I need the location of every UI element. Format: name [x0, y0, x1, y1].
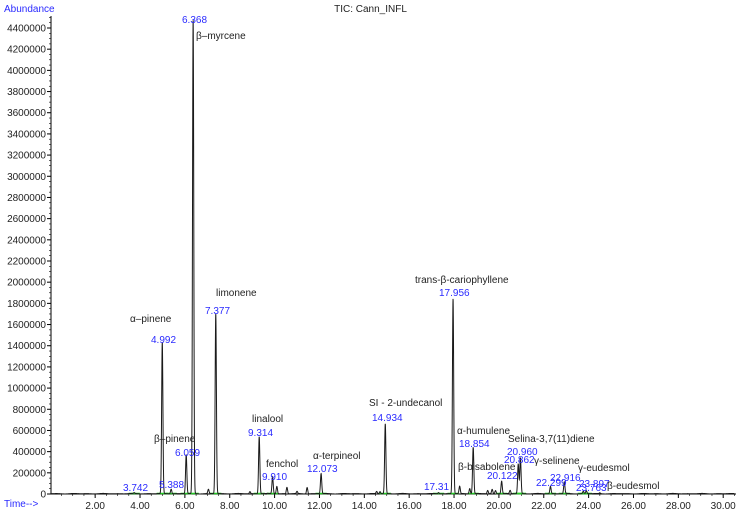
- y-tick-label: 4200000: [7, 45, 46, 56]
- y-axis-label: Abundance: [4, 4, 55, 15]
- retention-time-label: 9.314: [248, 428, 273, 439]
- x-tick-label: 24.00: [576, 501, 601, 512]
- retention-time-label: 20.862: [504, 455, 535, 466]
- y-tick-label: 600000: [13, 426, 47, 437]
- y-tick-label: 1400000: [7, 341, 46, 352]
- compound-label: limonene: [216, 288, 257, 299]
- y-tick-label: 1200000: [7, 362, 46, 373]
- y-tick-label: 2000000: [7, 278, 46, 289]
- y-tick-label: 1600000: [7, 320, 46, 331]
- retention-time-label: 5.388: [159, 480, 184, 491]
- y-tick-label: 4000000: [7, 66, 46, 77]
- x-tick-label: 12.00: [307, 501, 332, 512]
- y-tick-label: 3600000: [7, 108, 46, 119]
- retention-time-label: 22.299: [536, 478, 567, 489]
- compound-label: γ-eudesmol: [578, 463, 630, 474]
- x-tick-label: 6.00: [175, 501, 195, 512]
- x-tick-label: 14.00: [352, 501, 377, 512]
- y-tick-label: 2600000: [7, 214, 46, 225]
- x-tick-label: 28.00: [666, 501, 691, 512]
- x-tick-label: 18.00: [442, 501, 467, 512]
- y-tick-label: 2800000: [7, 193, 46, 204]
- y-tick-label: 3000000: [7, 172, 46, 183]
- y-tick-label: 1800000: [7, 299, 46, 310]
- x-tick-label: 22.00: [531, 501, 556, 512]
- retention-time-label: 4.992: [151, 335, 176, 346]
- retention-time-label: 23.763: [576, 483, 607, 494]
- compound-label: β–myrcene: [196, 31, 246, 42]
- compound-label: fenchol: [266, 459, 298, 470]
- y-tick-label: 200000: [13, 468, 47, 479]
- x-tick-label: 2.00: [85, 501, 105, 512]
- compound-label: α–pinene: [130, 314, 172, 325]
- x-tick-label: 16.00: [397, 501, 422, 512]
- y-tick-label: 0: [40, 490, 46, 501]
- compound-label: linalool: [252, 414, 283, 425]
- retention-time-label: 12.073: [307, 464, 338, 475]
- compound-label: β-bisabolene: [458, 462, 516, 473]
- compound-label: α-terpineol: [313, 451, 360, 462]
- compound-label: SI - 2-undecanol: [369, 398, 442, 409]
- tic-trace: [50, 20, 735, 495]
- y-tick-label: 3400000: [7, 129, 46, 140]
- retention-time-label: 6.368: [182, 15, 207, 26]
- x-tick-label: 8.00: [220, 501, 240, 512]
- peak-labels: α–pinene 4.992 β–myrcene 6.368 limonene 7.377…: [123, 15, 659, 494]
- compound-label: trans-β-cariophyllene: [415, 275, 509, 286]
- compound-label: γ-selinene: [534, 456, 580, 467]
- retention-time-label: 14.934: [372, 413, 403, 424]
- compound-label: β–pinene: [154, 434, 196, 445]
- y-tick-label: 2200000: [7, 257, 46, 268]
- compound-label: Selina-3,7(11)diene: [508, 434, 595, 445]
- compound-label: α-humulene: [457, 426, 510, 437]
- retention-time-label: 17.956: [439, 288, 470, 299]
- retention-time-label: 9.910: [262, 472, 287, 483]
- x-tick-label: 4.00: [130, 501, 150, 512]
- y-tick-label: 3200000: [7, 151, 46, 162]
- retention-time-label: 22.916: [550, 473, 581, 484]
- compound-label: β-eudesmol: [607, 481, 659, 492]
- retention-time-label: 23.897: [579, 479, 610, 490]
- retention-time-label: 20.122: [487, 471, 518, 482]
- y-tick-label: 4400000: [7, 24, 46, 35]
- chart-title: TIC: Cann_INFL: [334, 4, 407, 15]
- y-tick-label: 3800000: [7, 87, 46, 98]
- retention-time-label: 6.059: [175, 448, 200, 459]
- y-tick-label: 1000000: [7, 384, 46, 395]
- y-tick-label: 400000: [13, 447, 47, 458]
- x-axis-label: Time-->: [4, 499, 39, 510]
- x-tick-label: 10.00: [262, 501, 287, 512]
- y-tick-label: 800000: [13, 405, 47, 416]
- retention-time-label: 18.854: [459, 439, 490, 450]
- retention-time-label: 17.31: [424, 482, 449, 493]
- retention-time-label: 7.377: [205, 306, 230, 317]
- retention-time-label: 20.960: [507, 447, 538, 458]
- y-tick-label: 2400000: [7, 235, 46, 246]
- x-tick-label: 26.00: [621, 501, 646, 512]
- x-tick-label: 20.00: [486, 501, 511, 512]
- axes: 0 200000 400000 600000 800000 1000000 1200000 1…: [7, 16, 736, 512]
- retention-time-label: 3.742: [123, 483, 148, 494]
- x-tick-label: 30.00: [711, 501, 736, 512]
